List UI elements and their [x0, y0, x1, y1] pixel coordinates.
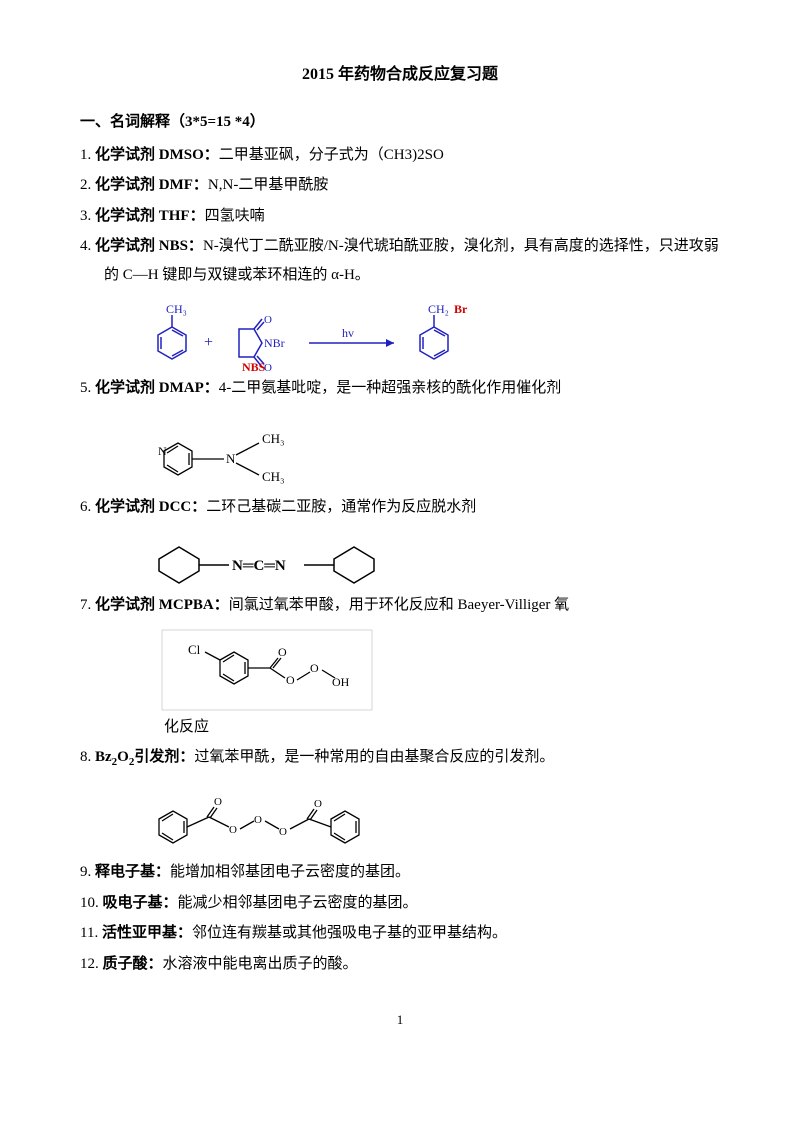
- svg-text:O: O: [314, 798, 322, 810]
- page-number: 1: [80, 1008, 720, 1033]
- term: 化学试剂 DCC：: [95, 499, 206, 515]
- svg-text:N═C═N: N═C═N: [232, 558, 286, 574]
- item-number: 1.: [80, 147, 91, 163]
- item7-tail: 化反应: [164, 713, 720, 742]
- desc: 能减少相邻基团电子云密度的基团。: [178, 895, 418, 911]
- dcc-svg: N═C═N: [134, 529, 454, 589]
- desc: 二甲基亚砜，分子式为（CH3)2SO: [219, 147, 444, 163]
- term: 化学试剂 THF：: [95, 208, 205, 224]
- item-number: 10.: [80, 895, 99, 911]
- list-item: 6. 化学试剂 DCC：二环己基碳二亚胺，通常作为反应脱水剂: [80, 493, 720, 522]
- list-item: 12. 质子酸：水溶液中能电离出质子的酸。: [80, 950, 720, 979]
- item-number: 3.: [80, 208, 91, 224]
- svg-text:OH: OH: [332, 675, 350, 689]
- list-item: 1. 化学试剂 DMSO：二甲基亚砜，分子式为（CH3)2SO: [80, 141, 720, 170]
- svg-text:NBr: NBr: [264, 336, 285, 350]
- item-number: 5.: [80, 380, 91, 396]
- mcpba-svg: Cl O O O OH: [160, 628, 380, 713]
- svg-text:N: N: [226, 451, 236, 466]
- svg-text:O: O: [278, 645, 287, 659]
- svg-text:CH₃: CH₃: [262, 469, 285, 484]
- section-heading: 一、名词解释（3*5=15 *4）: [80, 108, 720, 137]
- figure-dmap: N N CH₃ CH₃: [110, 411, 720, 491]
- svg-text:hv: hv: [342, 326, 354, 340]
- term: 活性亚甲基：: [102, 925, 192, 941]
- svg-text:O: O: [279, 826, 287, 838]
- figure-dcc: N═C═N: [110, 529, 720, 589]
- list-item: 5. 化学试剂 DMAP：4-二甲氨基吡啶，是一种超强亲核的酰化作用催化剂: [80, 374, 720, 403]
- svg-text:CH₃: CH₃: [262, 431, 285, 446]
- svg-text:NBS: NBS: [242, 360, 266, 372]
- list-item: 4. 化学试剂 NBS：N-溴代丁二酰亚胺/N-溴代琥珀酰亚胺，溴化剂，具有高度…: [80, 232, 720, 289]
- desc: N,N-二甲基甲酰胺: [208, 177, 328, 193]
- term: 释电子基：: [95, 864, 170, 880]
- desc: 4-二甲氨基吡啶，是一种超强亲核的酰化作用催化剂: [219, 380, 562, 396]
- desc: 邻位连有羰基或其他强吸电子基的亚甲基结构。: [192, 925, 507, 941]
- item-number: 4.: [80, 238, 91, 254]
- term: 化学试剂 DMF：: [95, 177, 208, 193]
- list-item: 11. 活性亚甲基：邻位连有羰基或其他强吸电子基的亚甲基结构。: [80, 919, 720, 948]
- item-number: 6.: [80, 499, 91, 515]
- figure-nbs-reaction: CH₃ + NBr O O NBS hv CH₂ Br: [110, 297, 720, 372]
- list-item: 3. 化学试剂 THF：四氢呋喃: [80, 202, 720, 231]
- term: 化学试剂 DMAP：: [95, 380, 219, 396]
- svg-text:O: O: [264, 314, 272, 326]
- term: 化学试剂 NBS：: [95, 238, 203, 254]
- item-number: 12.: [80, 956, 99, 972]
- svg-text:N: N: [158, 444, 167, 458]
- svg-text:O: O: [214, 796, 222, 808]
- list-item: 9. 释电子基：能增加相邻基团电子云密度的基团。: [80, 858, 720, 887]
- figure-bz2o2: O O O O O: [110, 781, 720, 856]
- desc: 过氧苯甲酰，是一种常用的自由基聚合反应的引发剂。: [194, 749, 554, 765]
- desc: 水溶液中能电离出质子的酸。: [163, 956, 358, 972]
- svg-text:Br: Br: [454, 302, 468, 316]
- nbs-reaction-svg: CH₃ + NBr O O NBS hv CH₂ Br: [134, 297, 574, 372]
- svg-text:CH₂: CH₂: [428, 302, 449, 316]
- desc: 二环己基碳二亚胺，通常作为反应脱水剂: [206, 499, 476, 515]
- list-item: 8. Bz2O2引发剂：过氧苯甲酰，是一种常用的自由基聚合反应的引发剂。: [80, 743, 720, 773]
- desc: 四氢呋喃: [205, 208, 265, 224]
- dmap-svg: N N CH₃ CH₃: [134, 411, 334, 491]
- desc: 能增加相邻基团电子云密度的基团。: [170, 864, 410, 880]
- svg-text:O: O: [286, 673, 295, 687]
- list-item: 10. 吸电子基：能减少相邻基团电子云密度的基团。: [80, 889, 720, 918]
- svg-text:Cl: Cl: [188, 642, 201, 657]
- desc: 间氯过氧苯甲酸，用于环化反应和 Baeyer-Villiger 氧: [229, 597, 569, 613]
- svg-text:CH₃: CH₃: [166, 302, 187, 316]
- figure-mcpba: Cl O O O OH 化反应: [140, 628, 720, 742]
- terms-list: 1. 化学试剂 DMSO：二甲基亚砜，分子式为（CH3)2SO 2. 化学试剂 …: [80, 141, 720, 978]
- term: Bz2O2引发剂：: [95, 749, 194, 765]
- item-number: 8.: [80, 749, 91, 765]
- page-title: 2015 年药物合成反应复习题: [80, 60, 720, 90]
- item-number: 11.: [80, 925, 98, 941]
- item-number: 2.: [80, 177, 91, 193]
- svg-text:O: O: [229, 824, 237, 836]
- svg-text:O: O: [254, 814, 262, 826]
- term: 吸电子基：: [103, 895, 178, 911]
- svg-text:+: +: [204, 334, 213, 351]
- term: 化学试剂 MCPBA：: [95, 597, 229, 613]
- item-number: 7.: [80, 597, 91, 613]
- term: 化学试剂 DMSO：: [95, 147, 219, 163]
- item-number: 9.: [80, 864, 91, 880]
- bz2o2-svg: O O O O O: [134, 781, 434, 856]
- term: 质子酸：: [103, 956, 163, 972]
- list-item: 2. 化学试剂 DMF：N,N-二甲基甲酰胺: [80, 171, 720, 200]
- svg-text:O: O: [310, 661, 319, 675]
- list-item: 7. 化学试剂 MCPBA：间氯过氧苯甲酸，用于环化反应和 Baeyer-Vil…: [80, 591, 720, 620]
